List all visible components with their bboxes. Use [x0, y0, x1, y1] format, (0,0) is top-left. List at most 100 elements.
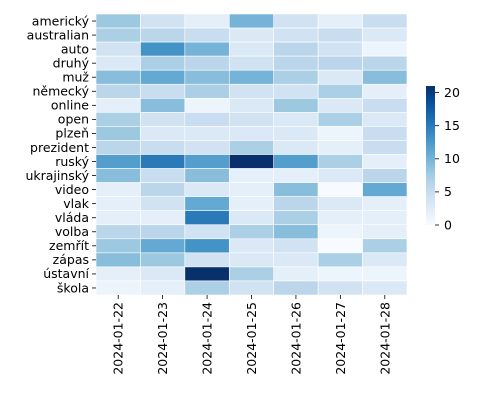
- heatmap-cell: [228, 168, 275, 183]
- heatmap-cell: [228, 154, 275, 169]
- heatmap-cell: [184, 98, 230, 113]
- heatmap-cell: [317, 238, 363, 254]
- x-tick-label: 2024-01-24: [200, 302, 215, 375]
- heatmap-cell: [140, 83, 186, 99]
- heatmap-cell: [273, 154, 319, 169]
- y-tick-label: online: [51, 98, 89, 113]
- heatmap-cell: [95, 27, 141, 43]
- heatmap-cell: [273, 238, 319, 254]
- y-tick-label: vláda: [55, 210, 89, 225]
- heatmap-cell: [273, 27, 319, 43]
- y-tick-label: ruský: [55, 154, 89, 169]
- colorbar-tick-label: 15: [444, 118, 460, 133]
- y-tick-label: muž: [62, 70, 89, 85]
- colorbar-ticks: 0 5 10 15 20: [435, 85, 460, 232]
- heatmap-cell: [184, 266, 230, 282]
- heatmap-cell: [95, 280, 141, 296]
- heatmap-cell: [228, 126, 275, 141]
- heatmap-cell: [95, 98, 141, 113]
- heatmap-cell: [362, 238, 408, 254]
- heatmap-cell: [273, 280, 319, 296]
- x-tick-label: 2024-01-22: [111, 302, 126, 375]
- heatmap-cell: [95, 224, 141, 240]
- heatmap-cell: [228, 252, 275, 268]
- heatmap-cell: [140, 224, 186, 240]
- heatmap-cell: [273, 210, 319, 226]
- heatmap-cell: [184, 140, 230, 155]
- heatmap-cell: [228, 238, 275, 254]
- heatmap-cell: [95, 112, 141, 127]
- x-axis: 2024-01-22 2024-01-23 2024-01-24 2024-01-25…: [111, 295, 392, 375]
- heatmap-cell: [140, 252, 186, 268]
- y-tick-label: zápas: [53, 252, 89, 267]
- heatmap-cell: [317, 210, 363, 226]
- heatmap-cell: [140, 69, 186, 85]
- heatmap-cell: [95, 41, 141, 57]
- x-tick-label: 2024-01-28: [377, 302, 392, 375]
- heatmap-cell: [140, 55, 186, 71]
- heatmap-cell: [317, 154, 363, 169]
- heatmap-cell: [273, 140, 319, 155]
- heatmap-cell: [140, 13, 186, 29]
- heatmap-cell: [317, 266, 363, 282]
- heatmap-cell: [317, 98, 363, 113]
- heatmap-cell: [140, 280, 186, 296]
- heatmap-cell: [317, 13, 363, 29]
- heatmap-cell: [95, 196, 141, 211]
- heatmap-cell: [184, 55, 230, 71]
- heatmap-cell: [95, 252, 141, 268]
- heatmap-cell: [228, 182, 275, 197]
- heatmap-cell: [95, 182, 141, 197]
- heatmap-cell: [95, 83, 141, 99]
- heatmap-cell: [140, 140, 186, 155]
- heatmap-cell: [273, 41, 319, 57]
- y-tick-label: druhý: [53, 55, 90, 70]
- x-tick-label: 2024-01-27: [333, 302, 348, 375]
- heatmap-cell: [184, 154, 230, 169]
- heatmap-cell: [184, 224, 230, 240]
- heatmap-cell: [317, 280, 363, 296]
- x-tick-label: 2024-01-26: [288, 302, 303, 375]
- heatmap-cell: [228, 98, 275, 113]
- heatmap-cell: [184, 69, 230, 85]
- heatmap-cell: [140, 238, 186, 254]
- heatmap-cell: [95, 55, 141, 71]
- heatmap-cell: [317, 196, 363, 211]
- heatmap-cell: [95, 266, 141, 282]
- heatmap-cell: [362, 98, 408, 113]
- heatmap-cell: [184, 126, 230, 141]
- heatmap-cell: [184, 196, 230, 211]
- colorbar-tick-label: 20: [444, 85, 460, 100]
- heatmap-cell: [228, 224, 275, 240]
- heatmap-cell: [95, 210, 141, 226]
- heatmap-cell: [184, 252, 230, 268]
- heatmap-cell: [228, 280, 275, 296]
- heatmap-cell: [184, 41, 230, 57]
- heatmap-cell: [362, 182, 408, 197]
- y-tick-label: ukrajinský: [25, 168, 89, 183]
- heatmap-cell: [273, 266, 319, 282]
- heatmap-cell: [184, 238, 230, 254]
- heatmap-cell: [273, 55, 319, 71]
- heatmap-cell: [362, 168, 408, 183]
- heatmap-cell: [184, 280, 230, 296]
- heatmap-cell: [140, 27, 186, 43]
- heatmap-cell: [184, 112, 230, 127]
- heatmap-cell: [140, 154, 186, 169]
- y-tick-label: ústavní: [43, 266, 89, 281]
- colorbar-gradient: [426, 86, 435, 225]
- heatmap-cell: [317, 69, 363, 85]
- colorbar-tick-label: 0: [444, 217, 452, 232]
- heatmap-cell: [228, 27, 275, 43]
- y-tick-label: vlak: [63, 196, 90, 211]
- heatmap-cell: [140, 168, 186, 183]
- heatmap-cell: [317, 126, 363, 141]
- heatmap-cell: [362, 55, 408, 71]
- heatmap-cell: [362, 140, 408, 155]
- heatmap-cell: [362, 13, 408, 29]
- y-tick-label: australian: [27, 27, 89, 42]
- heatmap-cell: [273, 98, 319, 113]
- heatmap-cell: [184, 168, 230, 183]
- y-tick-label: škola: [57, 280, 89, 295]
- heatmap-cell: [273, 168, 319, 183]
